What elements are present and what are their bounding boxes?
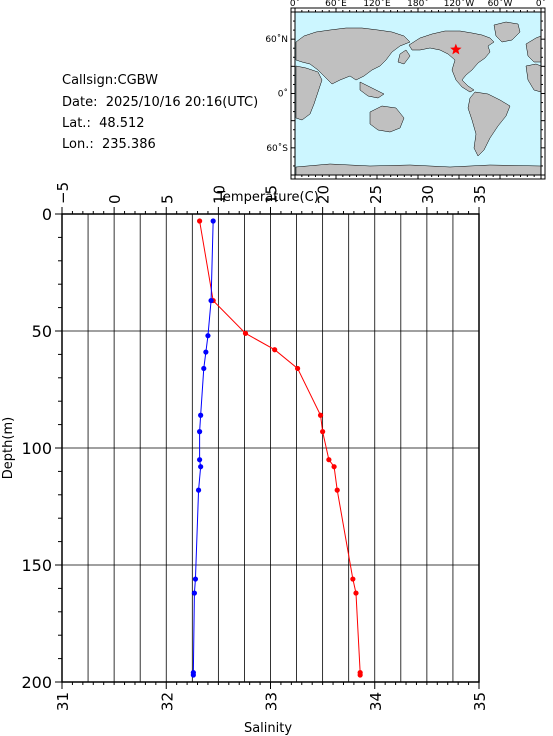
axis-ticks (55, 207, 480, 689)
bottom-axis-title: Salinity (244, 721, 292, 736)
map-longitude-label: 0˚ (536, 0, 546, 9)
data-point (331, 464, 337, 470)
top-tick-label: 20 (315, 185, 333, 204)
map-latitude-label: 60˚S (266, 143, 288, 154)
data-point (195, 487, 202, 493)
data-point (353, 590, 359, 596)
data-point (350, 576, 356, 582)
longitude-text: Lon.: 235.386 (62, 137, 156, 152)
latitude-text: Lat.: 48.512 (62, 116, 145, 131)
map-longitude-labels: 0˚ 60˚E 120˚E 180˚ 120˚W 60˚W 0˚ (290, 0, 546, 9)
data-point (192, 576, 199, 582)
map-latitude-label: 0˚ (278, 89, 288, 100)
land-africa (295, 65, 323, 121)
top-axis-title: Temperature(C) (216, 190, 319, 205)
land-australia (369, 105, 405, 133)
map-longitude-label: 180˚ (407, 0, 429, 9)
map-longitude-label: 0˚ (290, 0, 300, 9)
y-tick-label: 200 (21, 673, 52, 692)
data-point (242, 330, 249, 336)
land-europe-asia (295, 27, 411, 85)
top-tick-label: 35 (471, 185, 489, 204)
land-greenland (493, 21, 521, 43)
bottom-tick-label: 33 (263, 692, 281, 711)
map-ticks (291, 8, 545, 179)
land-antarctica (295, 163, 542, 176)
bottom-tick-label: 34 (367, 692, 385, 711)
data-point (191, 590, 197, 596)
data-point (197, 429, 203, 435)
top-tick-label: 30 (419, 185, 437, 204)
y-tick-label: 150 (21, 556, 52, 575)
location-map: 0˚ 60˚E 120˚E 180˚ 120˚W 60˚W 0˚ 60˚N 0˚ 60˚S (265, 0, 546, 180)
map-longitude-label: 60˚W (488, 0, 513, 9)
data-point (205, 333, 211, 339)
data-point (295, 365, 301, 372)
data-point (201, 365, 207, 372)
data-point (198, 412, 204, 418)
station-marker-icon (450, 43, 462, 55)
bottom-tick-label: 32 (158, 692, 176, 711)
bottom-tick-label: 35 (471, 692, 489, 711)
map-latitude-label: 60˚N (265, 34, 288, 45)
land-north-america (408, 30, 495, 93)
land-japan (397, 49, 411, 65)
data-point (357, 672, 363, 678)
grid-lines (61, 213, 480, 683)
map-longitude-label: 60˚E (325, 0, 347, 9)
map-landmasses (295, 21, 542, 176)
bottom-tick-label: 31 (54, 692, 72, 711)
top-tick-label: 25 (367, 185, 385, 204)
data-point (210, 218, 216, 224)
data-point (317, 412, 324, 418)
data-point (203, 349, 209, 355)
top-tick-label: 0 (106, 194, 124, 204)
land-southeast-asia (359, 81, 385, 99)
top-tick-label: 10 (210, 185, 228, 204)
top-tick-label: −5 (54, 182, 72, 204)
date-text: Date: 2025/10/16 20:16(UTC) (62, 95, 259, 110)
map-latitude-labels: 60˚N 0˚ 60˚S (265, 34, 288, 154)
y-tick-label: 100 (21, 439, 52, 458)
top-tick-label: 15 (263, 185, 281, 204)
data-point (190, 672, 196, 678)
top-tick-label: 5 (158, 194, 176, 204)
land-south-america (467, 91, 511, 157)
data-point (197, 218, 203, 224)
plot-area (55, 207, 480, 689)
y-axis-title: Depth(m) (1, 417, 16, 479)
data-series (190, 218, 363, 678)
y-tick-label: 0 (42, 205, 52, 224)
data-point (272, 347, 278, 353)
data-point (197, 457, 203, 463)
data-point (320, 429, 326, 435)
map-longitude-label: 120˚W (444, 0, 475, 9)
map-longitude-label: 120˚E (363, 0, 391, 9)
data-point (208, 297, 214, 304)
callsign-text: Callsign:CGBW (62, 73, 158, 88)
data-point (198, 464, 204, 470)
data-point (334, 487, 340, 493)
data-point (326, 457, 332, 463)
y-tick-label: 50 (32, 322, 52, 341)
